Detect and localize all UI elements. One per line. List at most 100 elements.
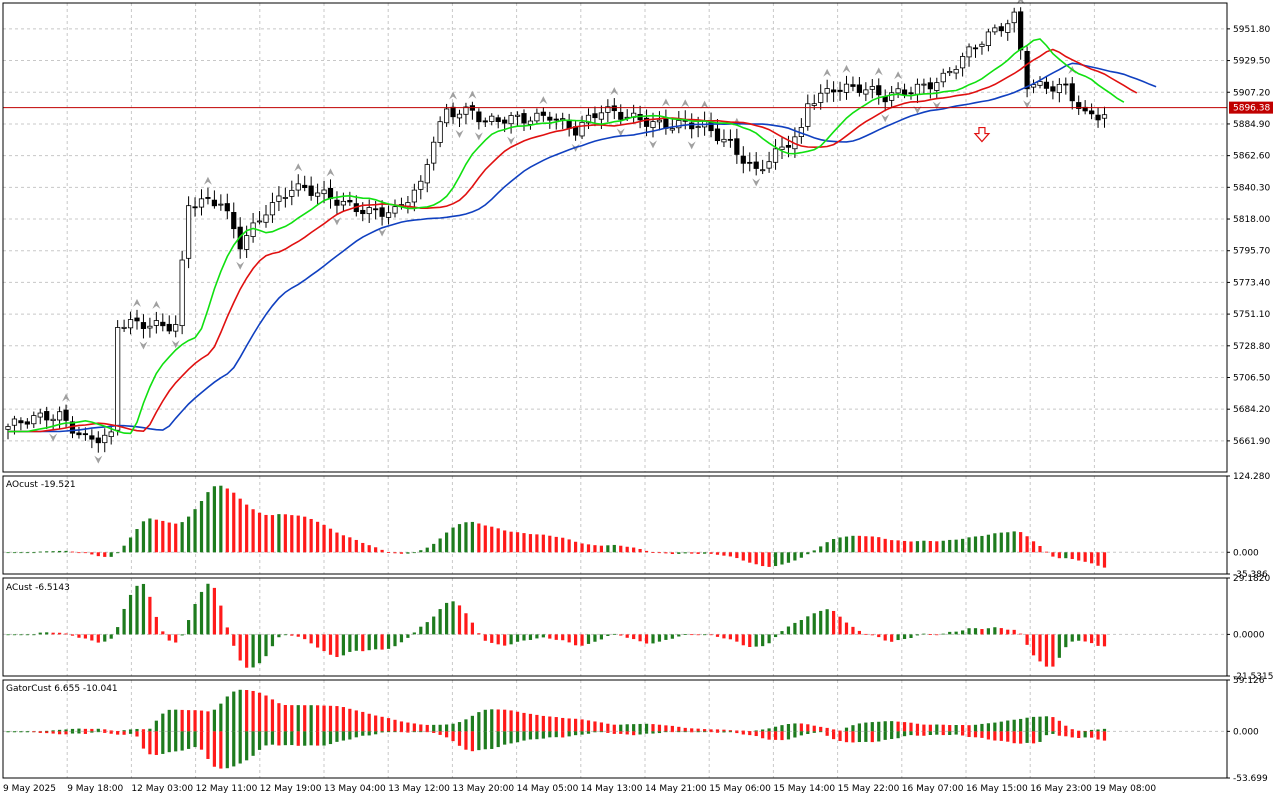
histogram-bar-up bbox=[128, 537, 133, 553]
alligator-teeth-line bbox=[8, 48, 1138, 433]
bear-candle bbox=[1089, 110, 1095, 115]
histogram-bar-up bbox=[677, 731, 681, 733]
histogram-bar-up bbox=[986, 628, 990, 635]
histogram-bar-up bbox=[264, 731, 268, 746]
histogram-bar-up bbox=[812, 550, 816, 553]
histogram-bar-up bbox=[664, 634, 668, 640]
histogram-bar-up bbox=[25, 634, 29, 636]
bear-candle bbox=[618, 111, 624, 120]
histogram-bar-down bbox=[632, 547, 636, 553]
panel-frame bbox=[2, 2, 1228, 473]
candle bbox=[366, 199, 372, 224]
histogram-bar-down bbox=[1038, 545, 1042, 553]
histogram-bar-down bbox=[399, 731, 404, 733]
bear-candle bbox=[334, 199, 340, 206]
histogram-bar-up bbox=[580, 731, 584, 735]
candle bbox=[95, 431, 101, 453]
histogram-bar-down bbox=[283, 704, 287, 732]
histogram-bar-up bbox=[12, 634, 17, 636]
current-price-label: 5896.38 bbox=[1233, 104, 1270, 114]
histogram-bar-up bbox=[954, 731, 958, 735]
histogram-bar-down bbox=[316, 731, 320, 746]
candle bbox=[76, 426, 82, 439]
price-panel[interactable] bbox=[3, 0, 1227, 464]
histogram-bar-down bbox=[838, 730, 842, 732]
bull-candle bbox=[418, 180, 424, 190]
histogram-bar-up bbox=[438, 538, 442, 553]
histogram-bar-down bbox=[902, 722, 907, 732]
histogram-bar-up bbox=[999, 532, 1003, 553]
bull-candle bbox=[263, 214, 269, 223]
histogram-bar-down bbox=[509, 710, 513, 732]
histogram-bar-down bbox=[612, 724, 616, 732]
bull-candle bbox=[198, 198, 205, 208]
candle bbox=[321, 180, 327, 204]
histogram-bar-up bbox=[1044, 731, 1049, 736]
histogram-bar-down bbox=[638, 548, 642, 553]
histogram-bar-up bbox=[767, 728, 771, 732]
axis-label: 5773.40 bbox=[1233, 278, 1270, 288]
histogram-bar-down bbox=[225, 627, 229, 635]
histogram-bar-down bbox=[741, 731, 745, 735]
histogram-bar-down bbox=[515, 532, 520, 553]
histogram-bar-up bbox=[819, 610, 823, 635]
ao-panel[interactable] bbox=[6, 485, 1107, 568]
histogram-bar-down bbox=[825, 731, 829, 736]
candle bbox=[831, 81, 837, 102]
candle bbox=[1101, 106, 1108, 128]
ac-panel[interactable] bbox=[6, 583, 1107, 668]
bear-candle bbox=[476, 111, 482, 123]
histogram-bar-down bbox=[1083, 552, 1087, 562]
time-axis-label: 19 May 08:00 bbox=[1094, 784, 1156, 794]
histogram-bar-down bbox=[348, 537, 352, 553]
histogram-bar-up bbox=[19, 731, 23, 733]
histogram-bar-down bbox=[232, 492, 236, 553]
bull-candle bbox=[456, 113, 463, 119]
histogram-bar-down bbox=[748, 552, 752, 563]
histogram-bar-down bbox=[245, 504, 249, 553]
fractal-up-arrow bbox=[1016, 0, 1025, 5]
histogram-bar-down bbox=[1051, 552, 1055, 557]
histogram-bar-down bbox=[367, 713, 371, 732]
fractal-up-arrow bbox=[874, 67, 883, 76]
histogram-bar-down bbox=[257, 692, 262, 732]
histogram-bar-down bbox=[748, 634, 752, 647]
histogram-bar-up bbox=[412, 552, 416, 554]
bear-candle bbox=[592, 113, 598, 119]
candle bbox=[760, 159, 766, 175]
candle bbox=[921, 78, 927, 95]
histogram-bar-down bbox=[1070, 731, 1074, 738]
candle bbox=[282, 187, 288, 208]
histogram-bar-up bbox=[6, 731, 10, 733]
bear-candle bbox=[856, 84, 863, 93]
histogram-bar-down bbox=[728, 730, 732, 732]
histogram-bar-up bbox=[896, 634, 900, 641]
histogram-bar-down bbox=[941, 731, 945, 736]
gator-panel[interactable] bbox=[6, 689, 1107, 769]
time-axis-label: 14 May 21:00 bbox=[645, 784, 707, 794]
bear-candle bbox=[76, 432, 82, 436]
histogram-bar-up bbox=[232, 691, 236, 732]
candle bbox=[160, 313, 166, 332]
histogram-bar-up bbox=[825, 542, 829, 553]
candle bbox=[663, 109, 669, 135]
histogram-bar-down bbox=[961, 725, 965, 732]
histogram-bar-up bbox=[754, 730, 758, 732]
fractal-up-arrow bbox=[326, 168, 335, 177]
histogram-bar-up bbox=[786, 731, 791, 740]
histogram-bar-down bbox=[238, 498, 242, 553]
histogram-bar-down bbox=[38, 731, 42, 733]
histogram-bar-up bbox=[148, 728, 152, 732]
bull-candle bbox=[514, 114, 521, 117]
bear-candle bbox=[360, 209, 366, 215]
fractal-up-arrow bbox=[823, 68, 832, 77]
histogram-bar-up bbox=[799, 552, 803, 558]
fractal-down-arrow bbox=[94, 455, 103, 464]
histogram-bar-down bbox=[915, 723, 920, 732]
histogram-bar-down bbox=[909, 722, 913, 732]
histogram-bar-up bbox=[967, 628, 971, 635]
histogram-bar-up bbox=[445, 532, 449, 553]
histogram-bar-down bbox=[528, 713, 533, 732]
